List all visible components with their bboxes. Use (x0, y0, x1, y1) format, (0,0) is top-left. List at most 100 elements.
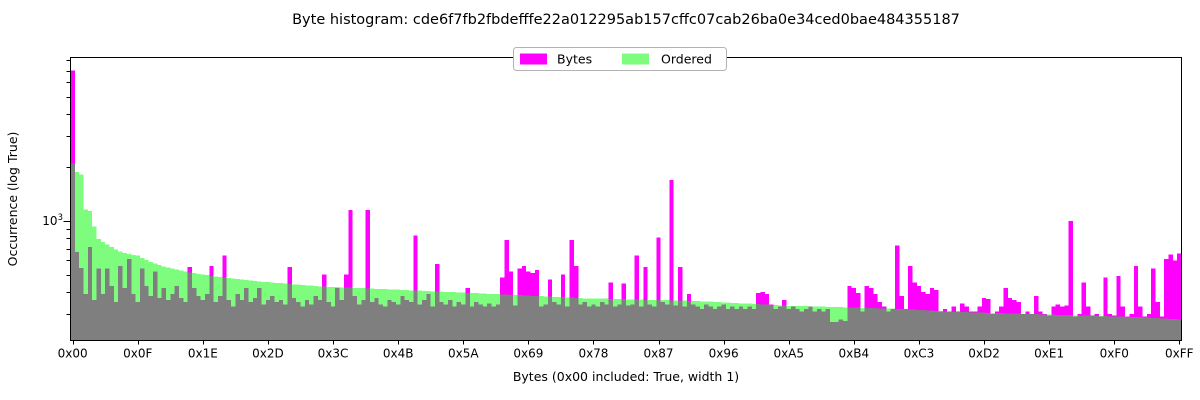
bar-overlap-segment (621, 299, 626, 341)
bar-bytes-segment (1116, 276, 1121, 317)
bar-ordered-segment (387, 289, 392, 300)
bar-overlap-segment (973, 312, 978, 341)
bar-ordered-segment (83, 209, 88, 294)
bar-overlap-segment (387, 299, 392, 341)
bar-ordered-segment (404, 290, 410, 300)
bar-bytes-segment (968, 311, 974, 313)
bar-ordered-segment (374, 288, 379, 298)
bar-ordered-segment (79, 174, 84, 268)
bar-ordered-segment (395, 289, 401, 305)
bar-overlap-segment (231, 306, 236, 341)
legend: Bytes Ordered (513, 47, 727, 71)
bar-bytes-segment (1168, 254, 1173, 319)
bar-overlap-segment (87, 246, 93, 341)
bar-ordered-segment (126, 254, 132, 260)
bar-ordered-segment (591, 298, 596, 305)
bar-ordered-segment (777, 305, 783, 307)
x-tick-label: 0x69 (513, 347, 543, 361)
x-tick-label: 0x78 (578, 347, 608, 361)
bar-overlap-segment (1155, 318, 1160, 341)
bar-bytes-segment (534, 270, 540, 297)
bar-ordered-segment (443, 291, 449, 305)
bar-overlap-segment (682, 306, 687, 341)
bar-bytes-segment (573, 265, 579, 298)
bar-bytes-segment (756, 292, 761, 305)
bar-bytes-segment (999, 306, 1004, 314)
bar-overlap-segment (126, 259, 132, 341)
bar-ordered-segment (105, 244, 110, 269)
bar-overlap-segment (113, 302, 119, 341)
bar-ordered-segment (821, 306, 826, 312)
bar-bytes-segment (1038, 311, 1043, 315)
bar-overlap-segment (187, 272, 193, 341)
bar-ordered-segment (1099, 316, 1104, 317)
bar-ordered-segment (356, 288, 362, 305)
bar-overlap-segment (864, 307, 870, 341)
bar-overlap-segment (1029, 314, 1034, 341)
bar-ordered-segment (87, 210, 93, 247)
bar-overlap-segment (1133, 317, 1139, 341)
bar-ordered-segment (599, 298, 605, 303)
bar-overlap-segment (569, 297, 574, 341)
bar-bytes-segment (365, 210, 370, 289)
bar-overlap-segment (508, 294, 514, 341)
bar-overlap-segment (1016, 313, 1021, 341)
legend-box (513, 47, 727, 71)
bar-ordered-segment (170, 268, 175, 294)
bar-ordered-segment (218, 277, 223, 296)
bar-ordered-segment (100, 242, 106, 294)
bar-bytes-segment (1003, 288, 1008, 314)
histogram-bars (70, 70, 1182, 341)
bar-ordered-segment (461, 292, 466, 305)
bar-bytes-segment (70, 70, 75, 164)
bar-overlap-segment (708, 306, 713, 341)
bar-ordered-segment (630, 299, 635, 305)
bar-bytes-segment (1059, 306, 1065, 315)
bar-overlap-segment (699, 309, 705, 341)
bar-bytes-segment (764, 293, 770, 305)
bar-overlap-segment (226, 299, 232, 341)
bar-ordered-segment (491, 293, 496, 307)
bar-overlap-segment (205, 293, 210, 341)
bar-bytes-segment (686, 293, 692, 301)
chart-title: Byte histogram: cde6f7fb2fbdefffe22a0122… (292, 12, 960, 28)
bar-overlap-segment (678, 300, 683, 341)
bar-ordered-segment (409, 290, 414, 303)
bar-overlap-segment (261, 304, 266, 341)
bar-overlap-segment (669, 300, 674, 341)
bar-overlap-segment (83, 293, 88, 341)
bar-overlap-segment (656, 299, 661, 341)
bar-overlap-segment (196, 295, 201, 341)
bar-bytes-segment (986, 298, 991, 313)
bar-overlap-segment (317, 299, 323, 341)
bar-overlap-segment (773, 309, 778, 341)
bar-overlap-segment (248, 302, 253, 341)
bar-overlap-segment (1168, 318, 1173, 341)
bar-overlap-segment (1077, 315, 1082, 341)
bar-ordered-segment (92, 226, 97, 300)
bar-overlap-segment (491, 306, 496, 341)
legend-label-bytes: Bytes (557, 52, 592, 67)
bar-overlap-segment (135, 302, 140, 341)
bar-overlap-segment (591, 304, 596, 341)
bar-ordered-segment (452, 292, 457, 307)
bar-overlap-segment (439, 302, 444, 341)
bar-bytes-segment (187, 267, 193, 273)
bar-bytes-segment (873, 293, 878, 309)
bar-overlap-segment (647, 304, 653, 341)
bar-overlap-segment (968, 312, 974, 341)
bar-bytes-segment (908, 265, 913, 310)
bar-overlap-segment (339, 299, 344, 341)
bar-overlap-segment (951, 311, 956, 341)
bar-ordered-segment (296, 284, 301, 303)
bar-overlap-segment (157, 297, 162, 341)
bar-overlap-segment (200, 299, 206, 341)
bar-overlap-segment (1003, 313, 1008, 341)
bar-overlap-segment (790, 306, 796, 341)
bar-overlap-segment (465, 292, 470, 341)
bar-overlap-segment (118, 265, 123, 341)
bar-overlap-segment (764, 304, 770, 341)
bar-ordered-segment (474, 293, 479, 303)
bar-bytes-segment (560, 274, 566, 298)
bar-ordered-segment (743, 303, 748, 310)
